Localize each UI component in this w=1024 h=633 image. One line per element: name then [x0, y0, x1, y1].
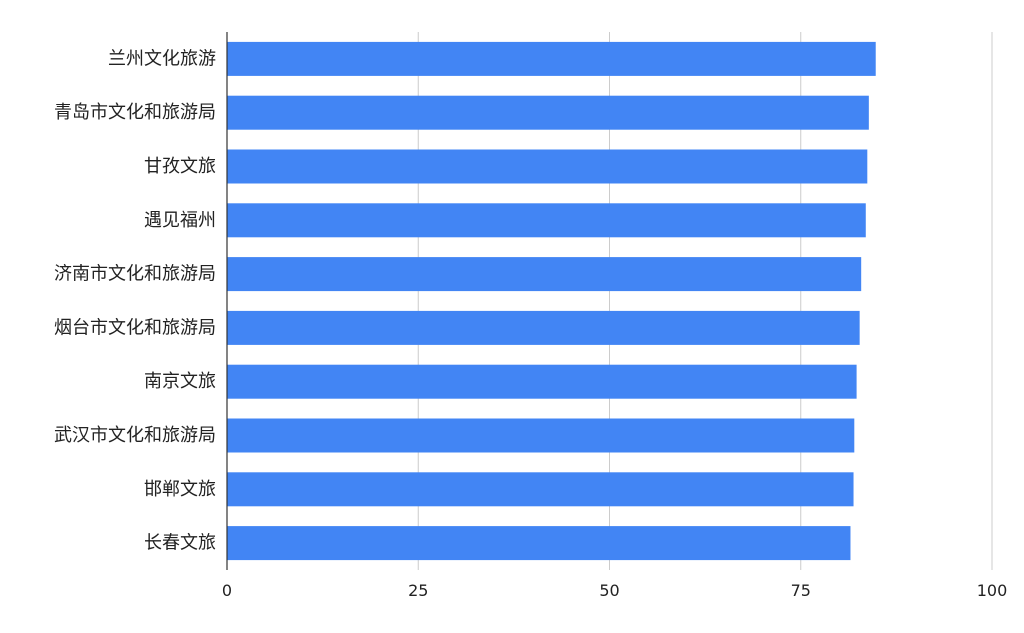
x-tick-label: 50: [599, 581, 619, 600]
category-label: 青岛市文化和旅游局: [54, 102, 216, 123]
bar: [227, 310, 860, 345]
x-tick-label: 0: [222, 581, 232, 600]
category-label: 甘孜文旅: [144, 156, 216, 177]
category-label: 遇见福州: [144, 210, 216, 231]
category-label: 南京文旅: [144, 371, 216, 392]
x-tick-label: 75: [791, 581, 811, 600]
category-label: 济南市文化和旅游局: [54, 264, 216, 285]
bar: [227, 203, 866, 238]
bars: [227, 41, 876, 561]
category-label: 烟台市文化和旅游局: [54, 317, 216, 338]
category-label: 兰州文化旅游: [108, 48, 216, 69]
category-label: 邯郸文旅: [144, 479, 216, 500]
bar: [227, 526, 851, 561]
bar: [227, 472, 854, 507]
bar: [227, 149, 868, 184]
bar: [227, 41, 876, 76]
category-labels: 兰州文化旅游青岛市文化和旅游局甘孜文旅遇见福州济南市文化和旅游局烟台市文化和旅游…: [54, 48, 216, 553]
bar: [227, 257, 862, 292]
bar: [227, 418, 855, 453]
bar: [227, 95, 869, 130]
x-tick-label: 100: [977, 581, 1008, 600]
category-label: 长春文旅: [144, 533, 216, 554]
x-tick-labels: 0 25 50 75 100: [222, 581, 1007, 600]
category-label: 武汉市文化和旅游局: [54, 425, 216, 446]
bar: [227, 364, 857, 399]
x-tick-label: 25: [408, 581, 428, 600]
